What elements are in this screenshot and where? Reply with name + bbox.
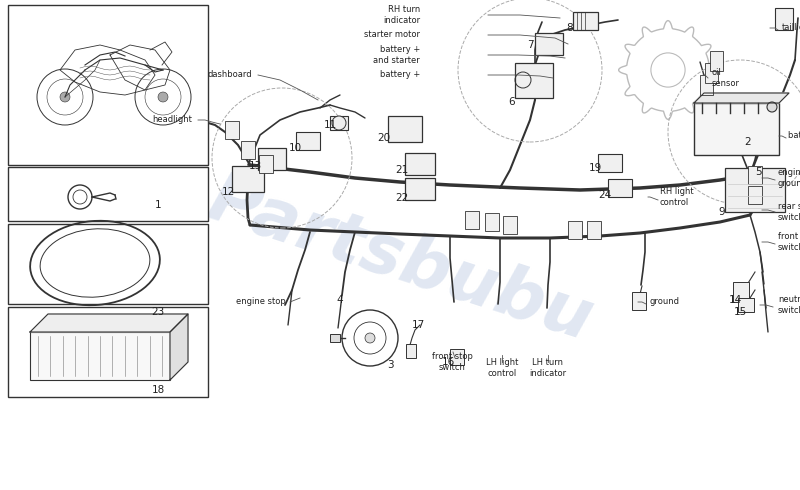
Bar [748,166,762,184]
Text: 11: 11 [323,120,337,130]
Text: taillight: taillight [782,24,800,32]
Text: 16: 16 [442,357,454,367]
Bar [694,103,779,155]
Polygon shape [170,314,188,380]
Bar [8,307,208,397]
Text: 23: 23 [151,307,165,317]
Bar [485,213,499,231]
Bar [710,51,723,71]
Bar [259,155,273,173]
Polygon shape [694,93,789,103]
Bar [465,211,479,229]
Bar [568,221,582,239]
Text: LH light
control: LH light control [486,358,518,378]
Text: rear stop
switch: rear stop switch [778,202,800,221]
Text: 3: 3 [386,360,394,370]
Bar [515,63,553,98]
Text: 7: 7 [526,40,534,50]
Bar [725,168,785,212]
Bar [700,75,713,95]
Circle shape [60,92,70,102]
Text: engine
ground: engine ground [778,168,800,188]
Bar [30,332,170,380]
Text: dashboard: dashboard [207,71,252,79]
Text: 13: 13 [248,161,262,171]
Text: battery -: battery - [788,131,800,141]
Bar [748,186,762,204]
Text: 24: 24 [598,190,612,200]
Text: RH turn
indicator: RH turn indicator [383,5,420,25]
Bar [258,148,286,170]
Text: neutral
switch: neutral switch [778,295,800,315]
Text: 10: 10 [289,143,302,153]
Text: 20: 20 [378,133,390,143]
Text: battery +: battery + [380,71,420,79]
Circle shape [158,92,168,102]
Text: 22: 22 [395,193,409,203]
Text: 4: 4 [337,295,343,305]
Bar [330,116,348,130]
Circle shape [332,116,346,130]
Text: 5: 5 [754,167,762,177]
Text: 1: 1 [154,200,162,210]
Bar [632,292,646,310]
Text: 2: 2 [745,137,751,147]
Text: Partsbubu: Partsbubu [199,166,601,354]
Bar [503,216,517,234]
Text: 6: 6 [509,97,515,107]
Text: oil
sensor: oil sensor [712,68,740,88]
Text: 17: 17 [411,320,425,330]
Text: RH light
control: RH light control [660,187,694,207]
Bar [405,178,435,200]
Text: 15: 15 [734,307,746,317]
Bar [775,8,793,30]
Circle shape [767,102,777,112]
Bar [608,179,632,197]
Bar [573,12,598,30]
Text: 19: 19 [588,163,602,173]
Bar [598,154,622,172]
Text: 9: 9 [718,207,726,217]
Bar [8,5,208,165]
Text: 12: 12 [222,187,234,197]
Bar [406,344,416,358]
Text: 14: 14 [728,295,742,305]
Bar [8,224,208,304]
Text: battery +
and starter: battery + and starter [374,45,420,65]
Bar [330,334,340,342]
Bar [296,132,320,150]
Bar [405,153,435,175]
Bar [225,121,239,139]
Bar [450,349,464,365]
Bar [241,141,255,159]
Text: starter motor: starter motor [364,30,420,40]
Bar [8,167,208,221]
Text: 21: 21 [395,165,409,175]
Bar [232,166,264,192]
Bar [733,282,749,302]
Text: LH turn
indicator: LH turn indicator [530,358,566,378]
Bar [587,221,601,239]
Text: headlight: headlight [152,116,192,124]
Text: engine stop: engine stop [236,297,286,307]
Circle shape [365,333,375,343]
Text: 8: 8 [566,23,574,33]
Bar [388,116,422,142]
Text: front stop
switch: front stop switch [778,232,800,252]
Text: ground: ground [650,297,680,307]
Bar [705,63,718,83]
Polygon shape [30,314,188,332]
Text: front stop
switch: front stop switch [431,352,473,372]
Bar [535,33,563,55]
Bar [738,298,754,312]
Text: 18: 18 [151,385,165,395]
